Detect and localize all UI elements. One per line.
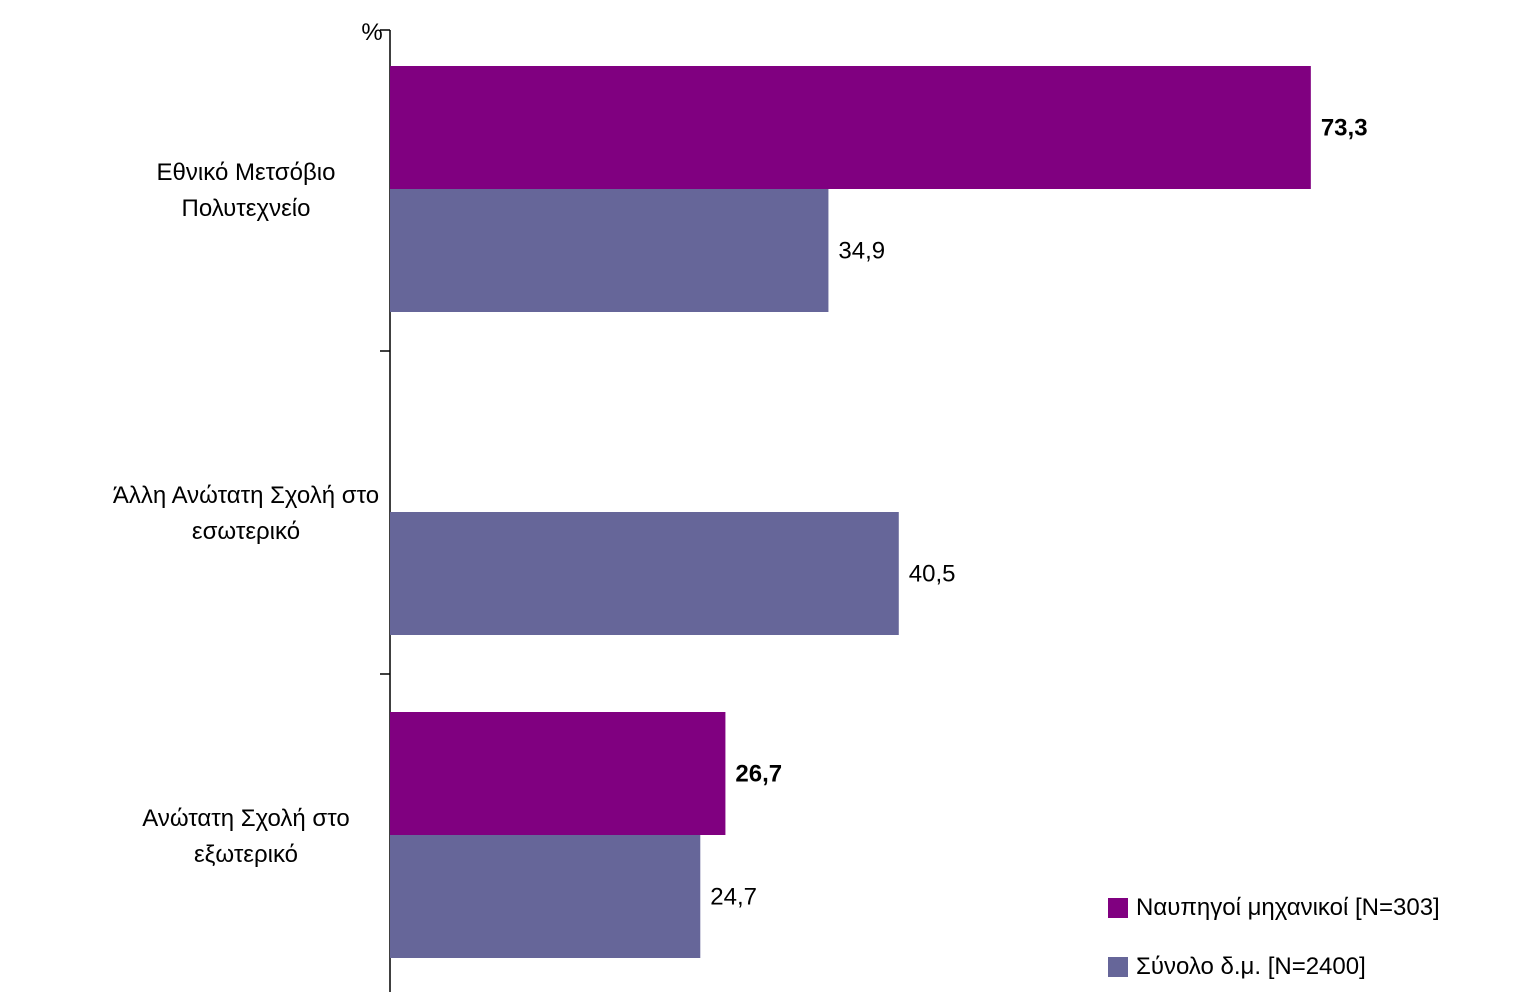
bar-1-2 <box>390 835 701 958</box>
category-label-1-1: εσωτερικό <box>192 518 300 545</box>
category-label-1-0: Άλλη Ανώτατη Σχολή στο <box>113 482 379 509</box>
bars <box>390 66 1311 958</box>
data-label-0-0: 73,3 <box>1321 115 1368 142</box>
legend-swatch-0 <box>1108 898 1128 918</box>
category-label-2-0: Ανώτατη Σχολή στο <box>142 805 349 832</box>
category-label-0-1: Πολυτεχνείο <box>182 195 311 222</box>
bar-0-2 <box>390 712 726 835</box>
data-label-0-2: 26,7 <box>735 761 782 788</box>
data-label-1-0: 34,9 <box>838 238 885 265</box>
data-label-1-2: 24,7 <box>710 884 757 911</box>
bar-1-0 <box>390 189 829 312</box>
legend-label-0: Ναυπηγοί μηχανικοί [N=303] <box>1136 894 1440 921</box>
data-labels: 73,3 34,9 40,5 26,7 24,7 <box>710 115 1367 911</box>
legend-swatch-1 <box>1108 957 1128 977</box>
category-label-2-1: εξωτερικό <box>194 841 298 868</box>
category-axis <box>380 29 391 992</box>
legend-item-0: Ναυπηγοί μηχανικοί [N=303] <box>1108 894 1440 922</box>
legend-item-1: Σύνολο δ.μ. [N=2400] <box>1108 953 1366 981</box>
axis-unit-label: % <box>361 19 382 46</box>
category-label-0-0: Εθνικό Μετσόβιο <box>157 159 336 186</box>
category-labels: Εθνικό Μετσόβιο Πολυτεχνείο Άλλη Ανώτατη Σ… <box>113 159 379 868</box>
data-label-1-1: 40,5 <box>909 561 956 588</box>
bar-0-0 <box>390 66 1311 189</box>
bar-1-1 <box>390 512 899 635</box>
legend-label-1: Σύνολο δ.μ. [N=2400] <box>1136 953 1366 980</box>
